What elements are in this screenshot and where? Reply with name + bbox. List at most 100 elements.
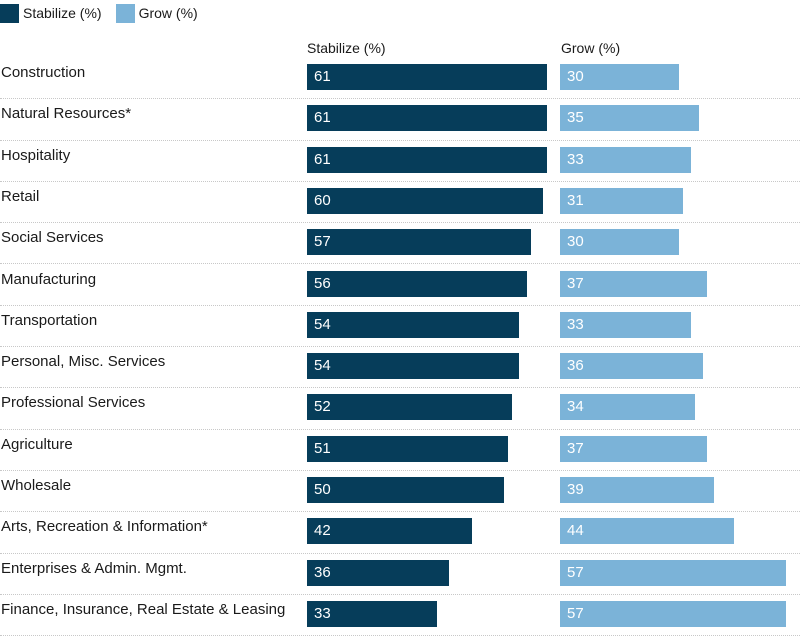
bar-stabilize: 52 [307, 394, 512, 421]
chart-row: Finance, Insurance, Real Estate & Leasin… [0, 595, 800, 636]
bar-grow: 37 [560, 270, 707, 297]
bar-value-stabilize: 57 [314, 233, 331, 251]
bar-stabilize: 61 [307, 105, 547, 132]
bar-value-grow: 57 [567, 563, 584, 581]
bar-value-stabilize: 51 [314, 439, 331, 457]
bar-stabilize: 54 [307, 353, 520, 380]
bar-stabilize: 56 [307, 270, 528, 297]
bar-value-grow: 57 [567, 604, 584, 622]
bar-value-stabilize: 52 [314, 398, 331, 416]
row-divider [0, 469, 800, 471]
row-divider [0, 263, 800, 265]
category-label: Retail [1, 187, 40, 205]
bar-value-stabilize: 61 [314, 109, 331, 127]
bar-grow: 57 [560, 559, 786, 586]
row-divider [0, 387, 800, 389]
row-divider [0, 222, 800, 224]
bar-stabilize: 61 [307, 146, 547, 173]
chart-row: Wholesale 50 39 [0, 471, 800, 513]
bar-value-stabilize: 50 [314, 481, 331, 498]
category-label: Personal, Misc. Services [1, 353, 166, 371]
bar-grow: 57 [560, 600, 786, 627]
bar-stabilize: 60 [307, 187, 544, 214]
chart-row: Manufacturing 56 37 [0, 265, 800, 306]
bar-grow: 33 [560, 311, 691, 338]
category-label: Manufacturing [1, 270, 97, 288]
bar-grow: 31 [560, 187, 683, 214]
row-divider [0, 139, 800, 141]
chart-row: Transportation 54 33 [0, 306, 800, 348]
bar-value-stabilize: 42 [314, 522, 331, 540]
category-label: Hospitality [1, 146, 71, 164]
category-label: Social Services [1, 229, 104, 247]
bar-value-grow: 37 [567, 439, 584, 457]
row-divider [0, 304, 800, 306]
chart-row: Construction 61 30 [0, 58, 800, 100]
bar-value-grow: 31 [567, 191, 584, 209]
bar-value-grow: 33 [567, 315, 584, 333]
legend-label-stabilize: Stabilize (%) [23, 5, 102, 21]
chart-row: Agriculture 51 37 [0, 430, 800, 471]
category-label: Arts, Recreation & Information* [1, 518, 208, 536]
row-divider [0, 511, 800, 513]
bar-value-grow: 30 [567, 68, 584, 85]
chart-row: Professional Services 52 34 [0, 388, 800, 430]
row-divider [0, 98, 800, 100]
category-label: Wholesale [1, 477, 72, 494]
bar-value-stabilize: 60 [314, 191, 331, 209]
bar-value-stabilize: 54 [314, 315, 331, 333]
row-divider [0, 346, 800, 348]
category-label: Natural Resources* [1, 105, 132, 123]
category-label: Agriculture [1, 435, 73, 453]
chart-row: Hospitality 61 33 [0, 141, 800, 182]
category-label: Enterprises & Admin. Mgmt. [1, 559, 187, 577]
bar-value-grow: 37 [567, 274, 584, 292]
bar-value-grow: 44 [567, 522, 584, 540]
bar-value-grow: 33 [567, 150, 584, 168]
bar-value-stabilize: 33 [314, 604, 331, 622]
row-divider [0, 428, 800, 430]
bar-stabilize: 54 [307, 311, 520, 338]
bar-stabilize: 61 [307, 64, 547, 90]
row-divider [0, 593, 800, 595]
bar-stabilize: 36 [307, 559, 449, 586]
bar-grow: 35 [560, 105, 699, 132]
bar-grow: 36 [560, 353, 703, 380]
bar-grow: 30 [560, 229, 679, 256]
bar-grow: 34 [560, 394, 695, 421]
bar-grow: 33 [560, 146, 691, 173]
column-header-grow: Grow (%) [561, 40, 621, 56]
column-header-stabilize: Stabilize (%) [307, 40, 386, 56]
bar-grow: 30 [560, 64, 679, 90]
bar-value-stabilize: 54 [314, 357, 331, 375]
category-label: Construction [1, 64, 86, 81]
bar-stabilize: 50 [307, 477, 504, 503]
legend-item-grow: Grow (%) [115, 3, 198, 23]
bar-stabilize: 57 [307, 229, 532, 256]
chart-row: Retail 60 31 [0, 182, 800, 224]
legend-swatch-grow [115, 3, 135, 23]
legend-label-grow: Grow (%) [138, 5, 198, 21]
bar-value-stabilize: 56 [314, 274, 331, 292]
chart-row: Enterprises & Admin. Mgmt. 36 57 [0, 554, 800, 595]
category-label: Professional Services [1, 394, 146, 412]
chart-row: Social Services 57 30 [0, 223, 800, 265]
bar-value-stabilize: 61 [314, 68, 331, 85]
bar-value-stabilize: 61 [314, 150, 331, 168]
bar-value-grow: 34 [567, 398, 584, 416]
chart-row: Personal, Misc. Services 54 36 [0, 347, 800, 389]
bar-value-grow: 39 [567, 481, 584, 498]
bar-stabilize: 42 [307, 518, 473, 545]
bar-value-grow: 35 [567, 109, 584, 127]
chart-row: Arts, Recreation & Information* 42 44 [0, 512, 800, 554]
legend-swatch-stabilize [0, 3, 19, 23]
legend-item-stabilize: Stabilize (%) [0, 3, 102, 23]
row-divider [0, 552, 800, 554]
bar-stabilize: 51 [307, 435, 508, 462]
bar-grow: 37 [560, 435, 707, 462]
category-label: Finance, Insurance, Real Estate & Leasin… [1, 600, 286, 618]
bar-stabilize: 33 [307, 600, 437, 627]
legend: Stabilize (%) Grow (%) [0, 3, 212, 23]
bar-value-stabilize: 36 [314, 563, 331, 581]
row-divider [0, 180, 800, 182]
